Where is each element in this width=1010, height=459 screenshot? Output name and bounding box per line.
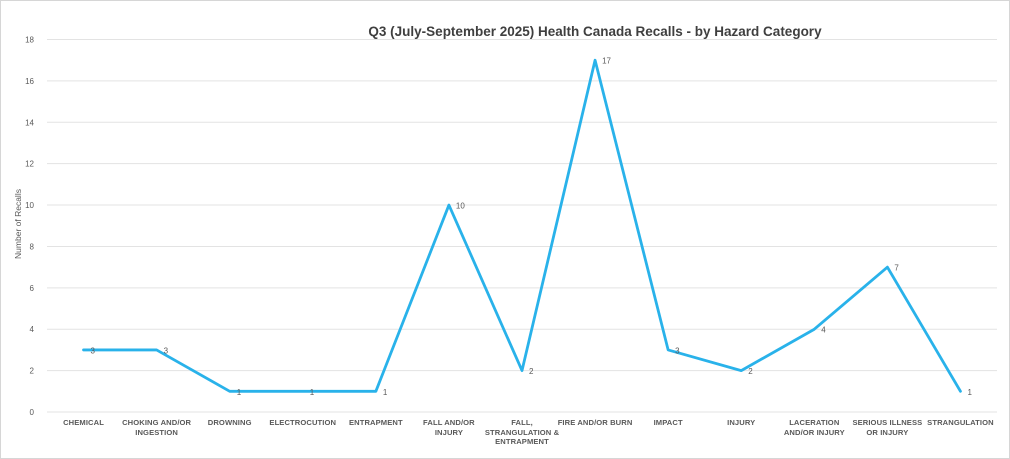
data-label: 1: [383, 388, 388, 397]
data-label: 1: [967, 388, 972, 397]
y-tick-label: 6: [30, 284, 35, 293]
data-label: 2: [529, 367, 534, 376]
y-axis-title: Number of Recalls: [13, 189, 23, 259]
data-label: 2: [748, 367, 753, 376]
data-label: 10: [456, 202, 465, 211]
y-tick-label: 2: [30, 367, 35, 376]
series-line: [82, 58, 962, 393]
y-tick-label: 16: [25, 77, 34, 86]
data-label: 3: [91, 346, 96, 355]
y-tick-label: 18: [25, 36, 34, 45]
data-label: 17: [602, 57, 611, 66]
data-label: 4: [821, 326, 826, 335]
data-label: 7: [894, 264, 899, 273]
data-label: 3: [675, 346, 680, 355]
data-label: 1: [237, 388, 242, 397]
y-tick-label: 4: [30, 325, 35, 334]
y-tick-label: 12: [25, 160, 34, 169]
data-label: 1: [310, 388, 315, 397]
data-label: 3: [164, 346, 169, 355]
chart-title: Q3 (July-September 2025) Health Canada R…: [368, 24, 822, 39]
y-tick-label: 10: [25, 201, 34, 210]
y-tick-label: 8: [30, 242, 35, 251]
y-tick-label: 0: [30, 408, 35, 417]
y-tick-label: 14: [25, 118, 34, 127]
